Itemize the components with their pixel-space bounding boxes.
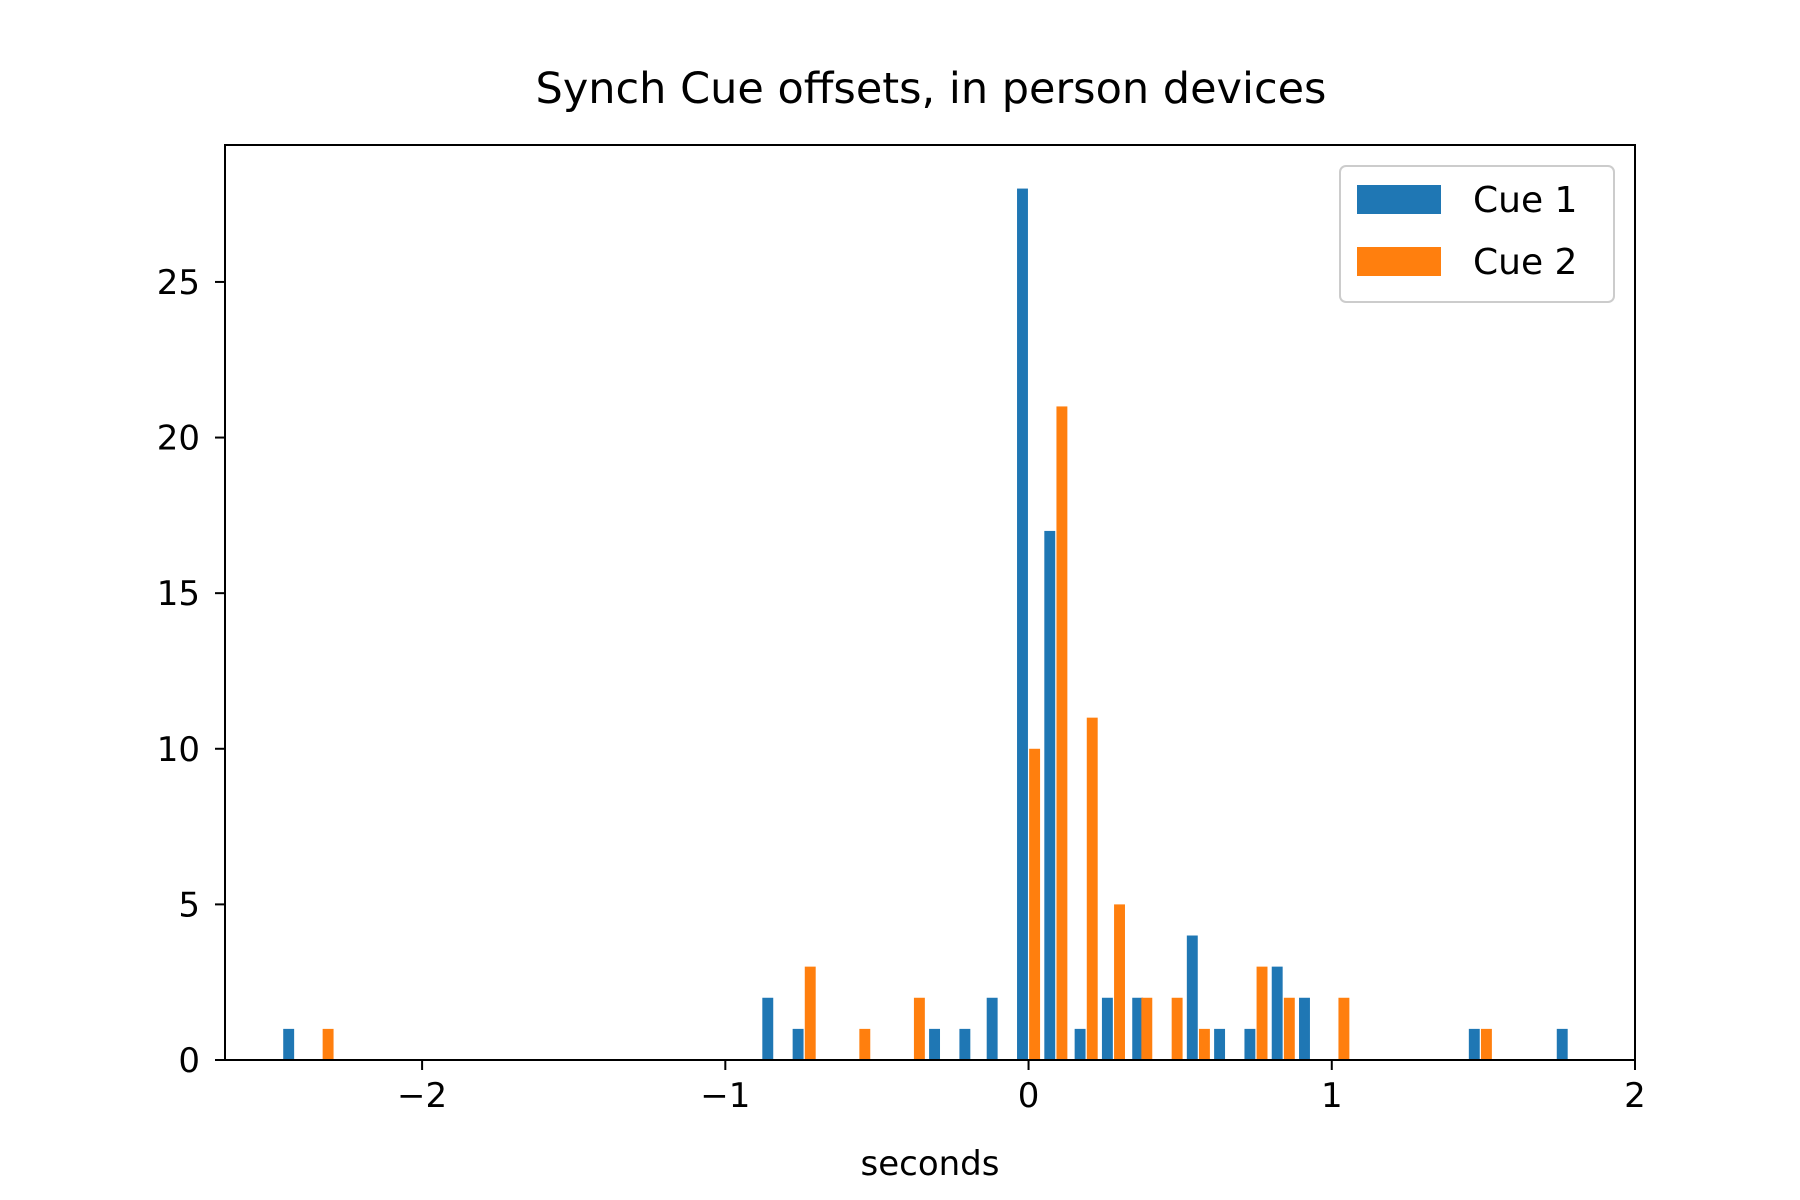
- bar-cue-1-14: [1271, 966, 1283, 1060]
- bar-cue-2-5: [1056, 406, 1068, 1060]
- bar-cue-2-0: [322, 1028, 334, 1060]
- bar-cue-1-2: [792, 1028, 804, 1060]
- bar-cue-2-4: [1029, 748, 1041, 1060]
- bar-cue-2-13: [1338, 997, 1350, 1060]
- bar-cue-2-11: [1256, 966, 1268, 1060]
- bar-cue-1-6: [1017, 188, 1028, 1060]
- bar-cue-2-14: [1480, 1028, 1492, 1060]
- bar-cue-1-11: [1186, 935, 1198, 1060]
- legend-label-cue-2: Cue 2: [1473, 242, 1577, 283]
- x-tick-label: 1: [1321, 1076, 1343, 1116]
- bar-cue-2-10: [1198, 1028, 1210, 1060]
- bar-cue-2-2: [859, 1028, 871, 1060]
- y-axis: 0 5 10 15 20 25: [157, 263, 225, 1081]
- bar-cue-2-12: [1283, 997, 1295, 1060]
- x-axis: −2 −1 0 1 2: [397, 1060, 1646, 1116]
- y-tick-label: 20: [157, 419, 200, 459]
- bar-cue-1-5: [986, 997, 998, 1060]
- x-tick-label: 2: [1624, 1076, 1646, 1116]
- legend: Cue 1 Cue 2: [1339, 165, 1615, 303]
- bar-cue-1-9: [1101, 997, 1113, 1060]
- y-tick-label: 5: [178, 885, 200, 925]
- chart-title: Synch Cue offsets, in person devices: [536, 64, 1327, 114]
- plot-frame: [224, 144, 1636, 1061]
- bar-cue-2-1: [804, 966, 816, 1060]
- bar-cue-1-7: [1044, 530, 1056, 1060]
- bar-cue-1-8: [1074, 1028, 1086, 1060]
- legend-swatch-cue-1: [1357, 185, 1441, 214]
- bar-cue-1-13: [1244, 1028, 1256, 1060]
- x-tick-label: −2: [397, 1076, 447, 1116]
- legend-label-cue-1: Cue 1: [1473, 180, 1577, 221]
- bars-layer: [283, 188, 1568, 1060]
- bar-cue-2-3: [913, 997, 925, 1060]
- bar-cue-1-17: [1556, 1028, 1568, 1060]
- bar-cue-1-1: [762, 997, 774, 1060]
- x-axis-label: seconds: [861, 1144, 1000, 1184]
- bar-cue-1-10: [1132, 997, 1144, 1060]
- bar-cue-2-8: [1141, 997, 1153, 1060]
- x-tick-label: 0: [1018, 1076, 1040, 1116]
- y-tick-label: 0: [178, 1041, 200, 1081]
- bar-cue-1-12: [1214, 1028, 1226, 1060]
- y-tick-label: 15: [157, 574, 200, 614]
- bar-cue-1-4: [959, 1028, 971, 1060]
- legend-swatch-cue-2: [1357, 247, 1441, 276]
- y-tick-label: 10: [157, 730, 200, 770]
- bar-cue-1-0: [283, 1028, 295, 1060]
- bar-cue-2-7: [1114, 904, 1125, 1060]
- bar-cue-1-16: [1468, 1028, 1480, 1060]
- bar-cue-1-3: [929, 1028, 941, 1060]
- x-tick-label: −1: [700, 1076, 750, 1116]
- y-tick-label: 25: [157, 263, 200, 303]
- bar-cue-2-6: [1086, 717, 1098, 1060]
- bar-cue-1-15: [1299, 997, 1310, 1060]
- bar-cue-2-9: [1171, 997, 1183, 1060]
